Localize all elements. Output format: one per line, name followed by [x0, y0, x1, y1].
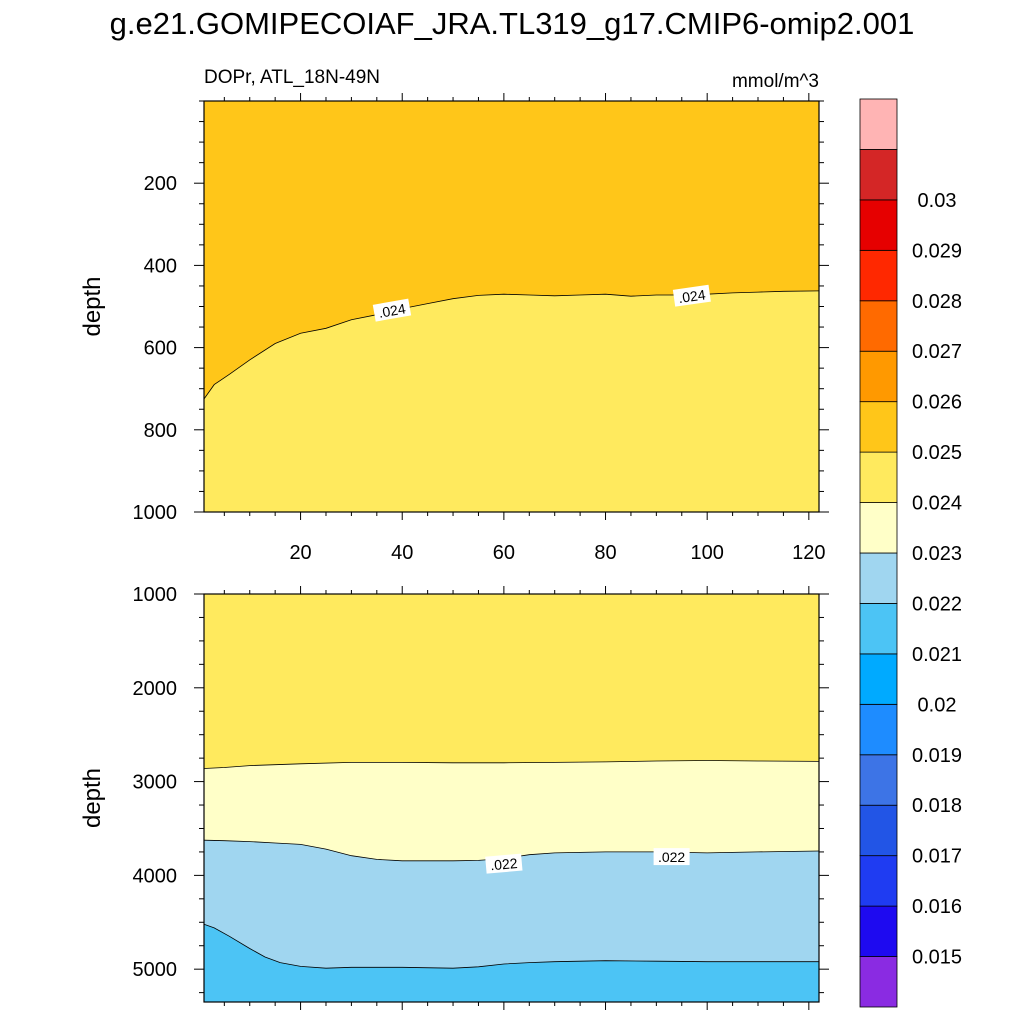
figure-title: g.e21.GOMIPECOIAF_JRA.TL319_g17.CMIP6-om…	[109, 6, 915, 41]
contour-label-bg	[653, 848, 690, 866]
y-tick-label: 200	[144, 173, 177, 195]
bottom-contour-panel: .022 .022 1000 2000 3000 4000 5000 depth	[79, 584, 829, 1010]
x-tick-label: 20	[289, 542, 311, 564]
contour-label: .024	[377, 300, 407, 321]
x-tick-label: 80	[594, 542, 616, 564]
y-tick-label: 3000	[133, 772, 178, 794]
contour-line-0.020-0.021	[203, 923, 819, 969]
colorbar-box	[859, 98, 898, 150]
y-tick-label: 600	[144, 338, 177, 360]
x-tick-label: 100	[690, 542, 723, 564]
plot-frame	[203, 593, 820, 1003]
x-tick-label: 60	[493, 542, 515, 564]
colorbar-box	[859, 451, 898, 503]
colorbar-box	[859, 350, 898, 403]
contour-label-bg	[372, 298, 412, 322]
colorbar-label: 0.021	[912, 644, 962, 666]
colorbar-box	[859, 653, 898, 705]
x-tick-label: 120	[792, 542, 825, 564]
y-tick-label: 400	[144, 255, 177, 277]
contour-label-bg	[485, 853, 523, 874]
contour-label-group: .024	[372, 298, 412, 322]
colorbar-box	[859, 199, 898, 251]
contour-label-bg	[672, 284, 711, 307]
colorbar-label: 0.023	[912, 543, 962, 565]
colorbar-label: 0.028	[912, 291, 962, 313]
colorbar: 0.015 0.016 0.017 0.018 0.019 0.02 0.021 0.022 0…	[859, 98, 962, 1008]
colorbar-box	[859, 249, 898, 302]
y-tick-label: 5000	[133, 959, 178, 981]
top-contour-panel: .024 .024 20 40 60 80 100 120 200 400 600 800 1000 de…	[79, 67, 829, 564]
y-tick-label: 1000	[133, 584, 178, 606]
y-axis-label: depth	[79, 768, 106, 828]
colorbar-box	[859, 300, 898, 352]
contour-fill-0.020-0.021	[204, 924, 819, 1002]
colorbar-box	[859, 855, 898, 907]
colorbar-label: 0.029	[912, 240, 962, 262]
colorbar-label: 0.022	[912, 593, 962, 615]
colorbar-label: 0.018	[912, 795, 962, 817]
colorbar-box	[859, 552, 898, 604]
colorbar-label: 0.026	[912, 392, 962, 414]
colorbar-label: 0.016	[912, 896, 962, 918]
contour-label: .022	[658, 849, 685, 865]
contour-label-group: .022	[653, 848, 690, 866]
colorbar-box	[859, 956, 898, 1008]
contour-label: .024	[677, 286, 706, 306]
colorbar-box	[859, 603, 898, 655]
panel-units-label: mmol/m^3	[732, 71, 819, 92]
colorbar-label: 0.019	[912, 745, 962, 767]
panel-left-label: DOPr, ATL_18N-49N	[204, 67, 380, 88]
y-tick-label: 1000	[133, 502, 178, 524]
colorbar-label: 0.02	[918, 694, 957, 716]
colorbar-label: 0.024	[912, 493, 962, 515]
colorbar-box	[859, 502, 898, 554]
colorbar-label: 0.03	[918, 190, 957, 212]
contour-fill-0.023-0.024	[204, 290, 819, 512]
contour-label: .022	[490, 855, 519, 873]
colorbar-box	[859, 754, 898, 806]
colorbar-box	[859, 905, 898, 957]
x-tick-label: 40	[391, 542, 413, 564]
colorbar-label: 0.025	[912, 442, 962, 464]
contour-label-group: .022	[485, 853, 523, 874]
colorbar-label: 0.027	[912, 341, 962, 363]
colorbar-box	[859, 703, 898, 756]
y-tick-label: 4000	[133, 865, 178, 887]
contour-line-0.021-0.022	[203, 839, 820, 862]
colorbar-box	[859, 401, 898, 453]
colorbar-box	[859, 149, 898, 201]
y-tick-label: 800	[144, 420, 177, 442]
colorbar-box	[859, 804, 898, 857]
colorbar-label: 0.017	[912, 846, 962, 868]
contour-label-group: .024	[672, 284, 711, 307]
y-axis-label: depth	[79, 276, 106, 336]
y-tick-label: 2000	[133, 678, 178, 700]
colorbar-label: 0.015	[912, 947, 962, 969]
contour-line-0.022-0.023	[203, 760, 820, 769]
